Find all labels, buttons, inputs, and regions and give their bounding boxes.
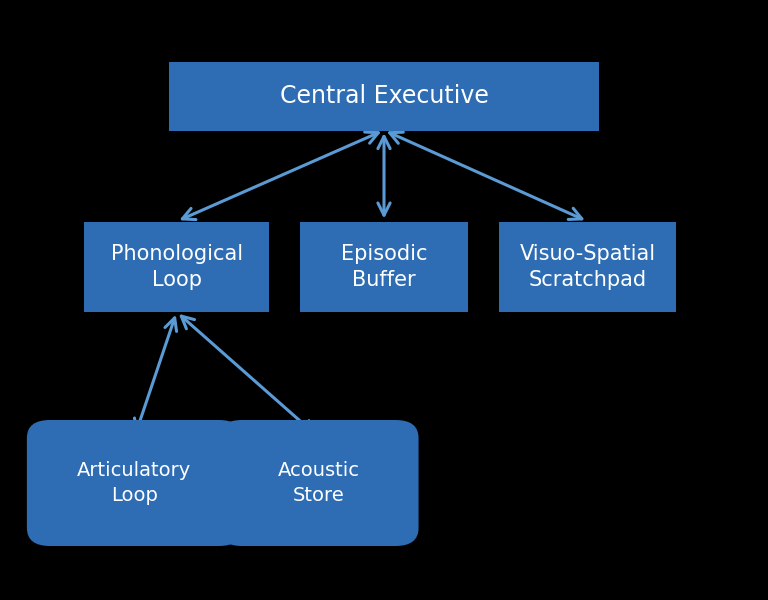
Text: Central Executive: Central Executive bbox=[280, 84, 488, 108]
Text: Visuo-Spatial
Scratchpad: Visuo-Spatial Scratchpad bbox=[519, 244, 656, 290]
FancyBboxPatch shape bbox=[27, 420, 242, 546]
Text: Episodic
Buffer: Episodic Buffer bbox=[341, 244, 427, 290]
FancyBboxPatch shape bbox=[169, 61, 599, 130]
Text: Acoustic
Store: Acoustic Store bbox=[278, 461, 359, 505]
Text: Phonological
Loop: Phonological Loop bbox=[111, 244, 243, 290]
FancyBboxPatch shape bbox=[84, 222, 269, 312]
FancyBboxPatch shape bbox=[499, 222, 676, 312]
FancyBboxPatch shape bbox=[219, 420, 419, 546]
FancyBboxPatch shape bbox=[300, 222, 468, 312]
Text: Articulatory
Loop: Articulatory Loop bbox=[78, 461, 191, 505]
